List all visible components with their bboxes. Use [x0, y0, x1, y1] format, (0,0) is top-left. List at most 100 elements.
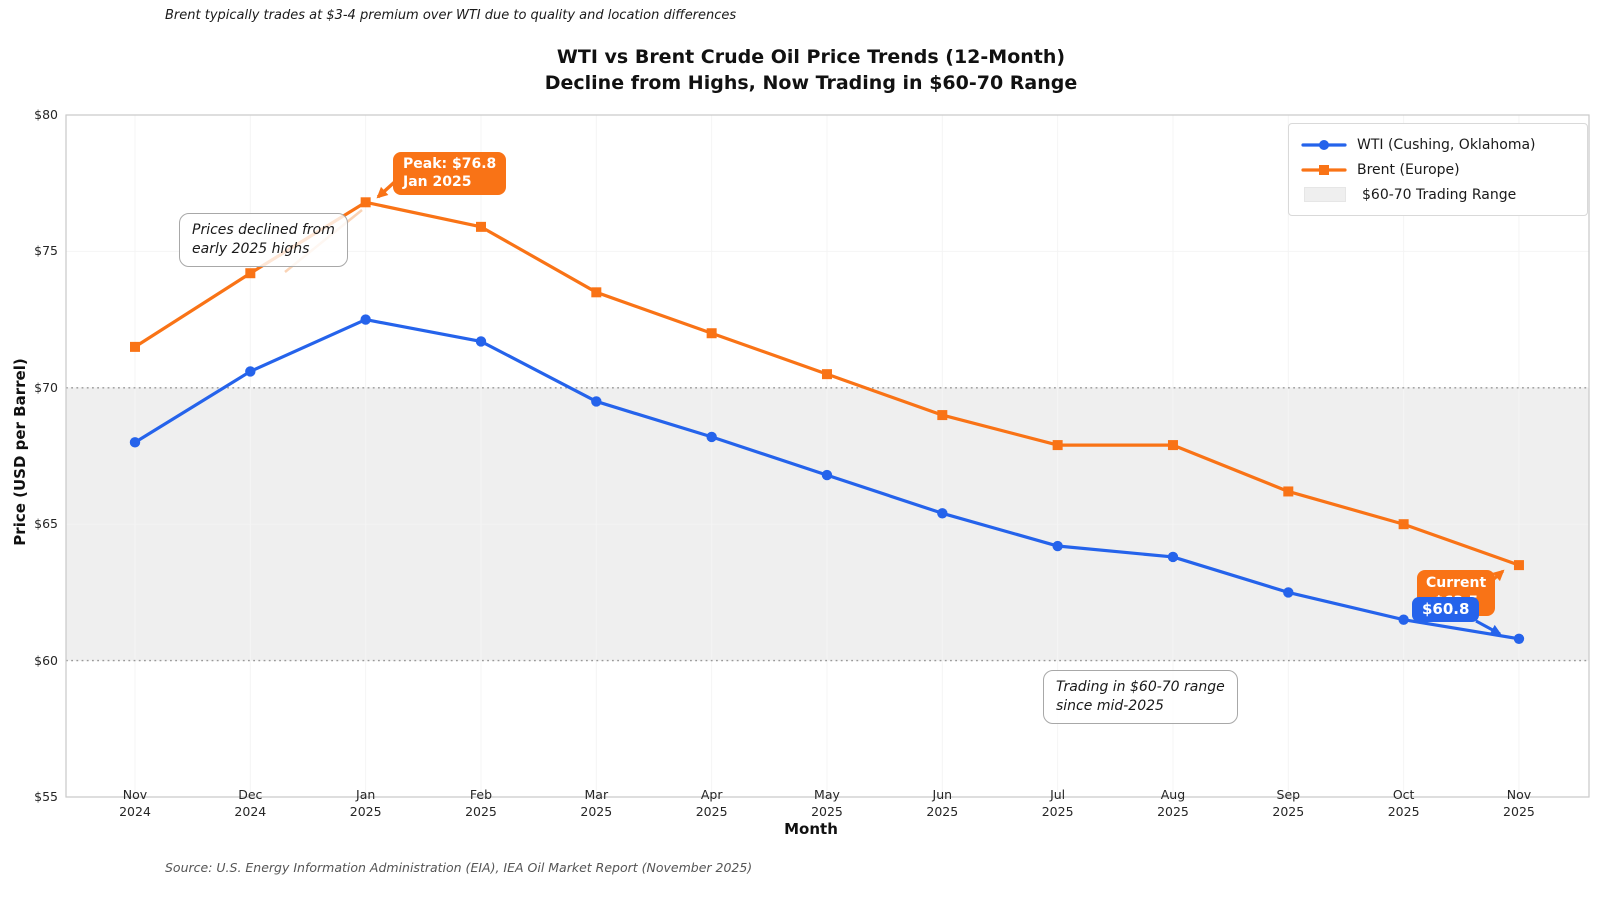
x-tick-label: Dec 2024 [205, 786, 295, 820]
wti-line-icon [1301, 137, 1347, 153]
brent-marker [1167, 440, 1178, 451]
x-tick-label: May 2025 [782, 786, 872, 820]
wti-marker [1513, 633, 1525, 644]
x-tick-year: 2025 [465, 804, 497, 819]
x-tick-label: Nov 2024 [90, 786, 180, 820]
wti-marker [1167, 551, 1179, 563]
wti-marker [1283, 587, 1294, 598]
wti-marker [360, 314, 371, 325]
x-tick-label: Jun 2025 [897, 786, 987, 820]
trading-annotation-line1: Trading in $60-70 range [1056, 679, 1225, 695]
x-tick-label: Aug 2025 [1128, 786, 1218, 820]
wti-legend-sample [1301, 139, 1347, 150]
brent-marker [130, 341, 140, 352]
wti-marker [591, 396, 602, 407]
x-tick-label: Apr 2025 [667, 786, 757, 820]
brent-legend-sample [1301, 164, 1347, 175]
current-wti-arrow [1475, 619, 1502, 636]
brent-marker [475, 221, 486, 232]
peak-annotation: Peak: $76.8 Jan 2025 [393, 152, 507, 195]
x-tick-month: Nov [1506, 787, 1532, 802]
current-brent-line1: Current [1426, 575, 1487, 591]
current-brent-arrow [1492, 569, 1505, 582]
trading-annotation-line2: since mid-2025 [1056, 698, 1164, 714]
brent-marker [245, 268, 256, 279]
brent-marker [821, 369, 832, 380]
y-tick-label: $75 [34, 243, 58, 259]
x-tick-year: 2025 [695, 804, 728, 819]
brent-marker [360, 197, 371, 208]
brent-marker [591, 287, 602, 298]
wti-marker [937, 508, 948, 519]
chart-title: WTI vs Brent Crude Oil Price Trends (12-… [66, 44, 1556, 96]
brent-marker [1398, 519, 1409, 530]
wti-marker [1052, 540, 1063, 552]
x-tick-month: Apr [700, 787, 723, 802]
legend: WTI (Cushing, Oklahoma) Brent (Europe) $… [1288, 123, 1588, 216]
x-tick-year: 2025 [1387, 804, 1420, 819]
x-tick-year: 2025 [1272, 804, 1305, 819]
x-tick-month: Mar [584, 787, 609, 802]
wti-marker [1398, 614, 1409, 625]
brent-marker [1052, 440, 1063, 451]
wti-marker [245, 366, 256, 377]
x-tick-year: 2025 [580, 804, 613, 819]
x-tick-month: Feb [469, 787, 493, 802]
legend-item-trading-range: $60-70 Trading Range [1301, 182, 1575, 207]
current-wti-annotation: $60.8 [1412, 597, 1480, 622]
brent-line-icon [1301, 162, 1347, 178]
x-tick-year: 2025 [1503, 804, 1535, 819]
x-tick-year: 2024 [119, 804, 151, 819]
x-tick-month: Oct [1392, 787, 1415, 802]
x-tick-label: Oct 2025 [1359, 786, 1449, 820]
brent-legend-marker [1319, 164, 1329, 175]
wti-marker [706, 431, 717, 443]
trading-range-annotation: Trading in $60-70 range since mid-2025 [1043, 670, 1238, 724]
x-tick-month: Jul [1050, 787, 1066, 802]
trading-range-swatch-icon [1304, 187, 1346, 202]
x-tick-month: Sep [1276, 787, 1301, 802]
declined-annotation-line1: Prices declined from [192, 222, 335, 238]
x-tick-label: Nov 2025 [1474, 786, 1564, 820]
x-tick-year: 2025 [926, 804, 959, 819]
x-tick-month: Nov [122, 787, 148, 802]
wti-marker [821, 469, 833, 481]
y-tick-label: $55 [34, 789, 58, 804]
wti-marker [475, 336, 487, 347]
x-tick-month: Jun [932, 787, 953, 802]
legend-item-wti: WTI (Cushing, Oklahoma) [1301, 132, 1575, 157]
declined-annotation-line2: early 2025 highs [192, 241, 310, 257]
x-tick-label: Sep 2025 [1243, 786, 1333, 820]
legend-label-wti: WTI (Cushing, Oklahoma) [1357, 136, 1536, 153]
legend-item-brent: Brent (Europe) [1301, 157, 1575, 182]
chart-title-line1: WTI vs Brent Crude Oil Price Trends (12-… [556, 46, 1066, 68]
legend-label-brent: Brent (Europe) [1357, 161, 1460, 178]
plot-border [65, 114, 1590, 798]
x-tick-label: Mar 2025 [551, 786, 641, 820]
x-axis-label: Month [784, 820, 838, 838]
x-tick-year: 2025 [1041, 804, 1074, 819]
y-tick-label: $70 [34, 379, 58, 395]
brent-marker [1283, 486, 1294, 497]
y-tick-label: $65 [34, 516, 58, 532]
brent-marker [1513, 560, 1524, 571]
y-tick-label: $60 [34, 652, 58, 668]
peak-annotation-line1: Peak: $76.8 [403, 156, 497, 172]
brent-marker [706, 328, 717, 339]
x-tick-year: 2025 [1157, 804, 1189, 819]
x-tick-label: Feb 2025 [436, 786, 526, 820]
declined-annotation: Prices declined from early 2025 highs [179, 213, 348, 267]
x-tick-month: Dec [238, 787, 263, 802]
y-tick-label: $80 [34, 107, 58, 122]
wti-legend-marker [1319, 139, 1329, 150]
chart-title-line2: Decline from Highs, Now Trading in $60-7… [544, 72, 1078, 94]
x-tick-label: Jan 2025 [321, 786, 411, 820]
source-note: Source: U.S. Energy Information Administ… [165, 860, 753, 875]
peak-annotation-line2: Jan 2025 [403, 173, 472, 190]
brent-marker [937, 410, 948, 421]
x-tick-label: Jul 2025 [1013, 786, 1103, 820]
x-tick-year: 2024 [234, 804, 267, 819]
legend-label-trading-range: $60-70 Trading Range [1362, 186, 1517, 203]
